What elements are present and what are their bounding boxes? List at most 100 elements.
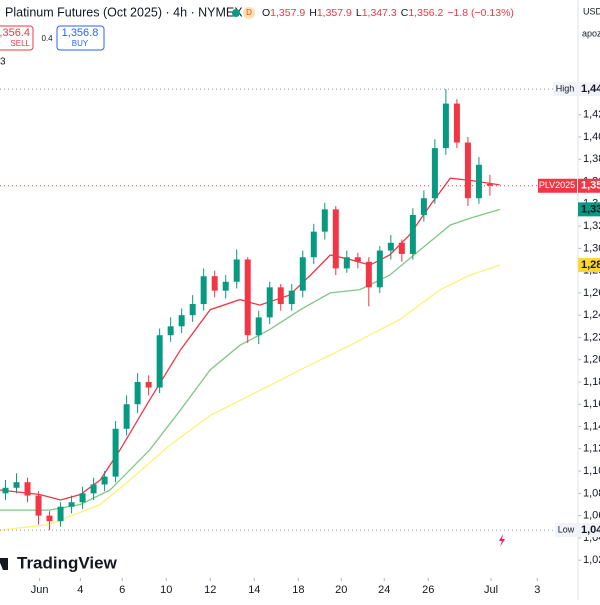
candle-body: [365, 261, 372, 288]
last-price-box: [578, 178, 600, 193]
price-axis-bg: [578, 0, 600, 600]
candle-body: [442, 103, 449, 149]
candle-body: [24, 482, 31, 496]
high-price-box: [578, 82, 600, 97]
candle-body: [35, 495, 42, 516]
sell-button: [0, 25, 34, 51]
high-tag: [553, 82, 577, 97]
currency: USD: [583, 6, 600, 16]
ohlc-value: 1,347.3: [362, 7, 397, 19]
sell-price: 1,356.4: [0, 27, 30, 39]
y-tick-label: 1,200: [583, 354, 600, 366]
candle-body: [46, 515, 53, 522]
x-tick-label: 3: [534, 584, 540, 596]
ohlc-key: C: [401, 7, 409, 19]
ma-price-box: [578, 202, 600, 217]
indicator-count: 3: [0, 57, 6, 68]
buy-price: 1,356.8: [62, 27, 99, 39]
candle-body: [244, 259, 251, 336]
candle-body: [266, 287, 273, 318]
candle-body: [90, 484, 97, 494]
candle-body: [475, 164, 482, 199]
brand: TradingView: [17, 553, 118, 572]
candle-body: [178, 315, 185, 327]
y-tick-label: 1,240: [583, 309, 600, 321]
y-tick-label: 1,320: [583, 220, 600, 232]
ohlc-value: 1,356.2: [408, 7, 443, 19]
x-tick-label: Jul: [484, 584, 498, 596]
x-tick-label: 6: [119, 584, 125, 596]
plot: [0, 88, 578, 531]
low-label: Low: [558, 524, 575, 534]
candle-body: [134, 381, 141, 405]
candle-body: [2, 487, 9, 494]
alert-icon: [499, 534, 505, 547]
candle-body: [332, 209, 339, 269]
symbol-tag: [538, 178, 577, 193]
symbol-label: PLV2025: [539, 180, 575, 190]
candle-body: [211, 276, 218, 291]
buy-button: [56, 25, 105, 51]
candle-body: [464, 142, 471, 199]
ma-price-box: [578, 258, 600, 273]
candle-body: [112, 428, 119, 477]
candle-body: [409, 214, 416, 254]
candle-body: [277, 287, 284, 305]
candle-body: [453, 103, 460, 143]
candle-body: [310, 231, 317, 258]
y-tick-label: 1,260: [583, 287, 600, 299]
badge: D: [246, 8, 252, 17]
y-tick-label: 1,380: [583, 153, 600, 165]
ohlc-value: 1,357.9: [317, 7, 352, 19]
y-tick-label: 1,100: [583, 465, 600, 477]
buy-label: BUY: [72, 39, 89, 48]
change: −1.8 (−0.13%): [447, 7, 514, 19]
candle-body: [486, 183, 493, 186]
low-price: 1,047: [581, 524, 600, 536]
moving-average: [0, 264, 501, 531]
candle-body: [321, 209, 328, 232]
candle-body: [79, 493, 86, 503]
y-tick-label: 1,060: [583, 510, 600, 522]
candle-body: [156, 335, 163, 388]
candle-body: [189, 304, 196, 316]
y-tick-label: 1,140: [583, 420, 600, 432]
x-tick-label: 24: [378, 584, 390, 596]
candle-body: [288, 290, 295, 305]
axis-menu: apoz: [582, 28, 600, 38]
ohlc-key: O: [262, 7, 270, 19]
candle-body: [376, 250, 383, 288]
x-tick-label: 10: [160, 584, 172, 596]
ohlc-key: L: [356, 7, 362, 19]
y-tick-label: 1,020: [583, 554, 600, 566]
candle-body: [255, 317, 262, 336]
y-tick-label: 1,120: [583, 443, 600, 455]
y-tick-label: 1,420: [583, 109, 600, 121]
y-tick-label: 1,400: [583, 131, 600, 143]
candle-body: [167, 326, 174, 336]
ohlc-legend: O1,357.9 H1,357.9 L1,347.3 C1,356.2 −1.8 (−0…: [262, 7, 514, 19]
ma-price: 1,285: [581, 259, 600, 271]
x-tick-label: 12: [204, 584, 216, 596]
candle-body: [68, 502, 75, 507]
moving-average: [0, 177, 500, 501]
x-tick-label: 20: [335, 584, 347, 596]
y-tick-label: 1,160: [583, 398, 600, 410]
candle-body: [398, 242, 405, 254]
candle-body: [200, 276, 207, 305]
candle-body: [299, 257, 306, 291]
ma-price: 1,335: [581, 203, 600, 215]
y-tick-label: 1,180: [583, 376, 600, 388]
candle-body: [145, 381, 152, 388]
x-tick-label: 26: [422, 584, 434, 596]
badge-dot: [243, 7, 255, 19]
moving-average: [0, 208, 500, 511]
candle-body: [431, 148, 438, 199]
low-tag: [555, 523, 577, 538]
ohlc-value: 1,357.9: [270, 7, 305, 19]
brand-logo: [0, 558, 8, 570]
candle-body: [343, 257, 350, 269]
status-dot: [232, 9, 240, 17]
y-tick-label: 1,080: [583, 487, 600, 499]
